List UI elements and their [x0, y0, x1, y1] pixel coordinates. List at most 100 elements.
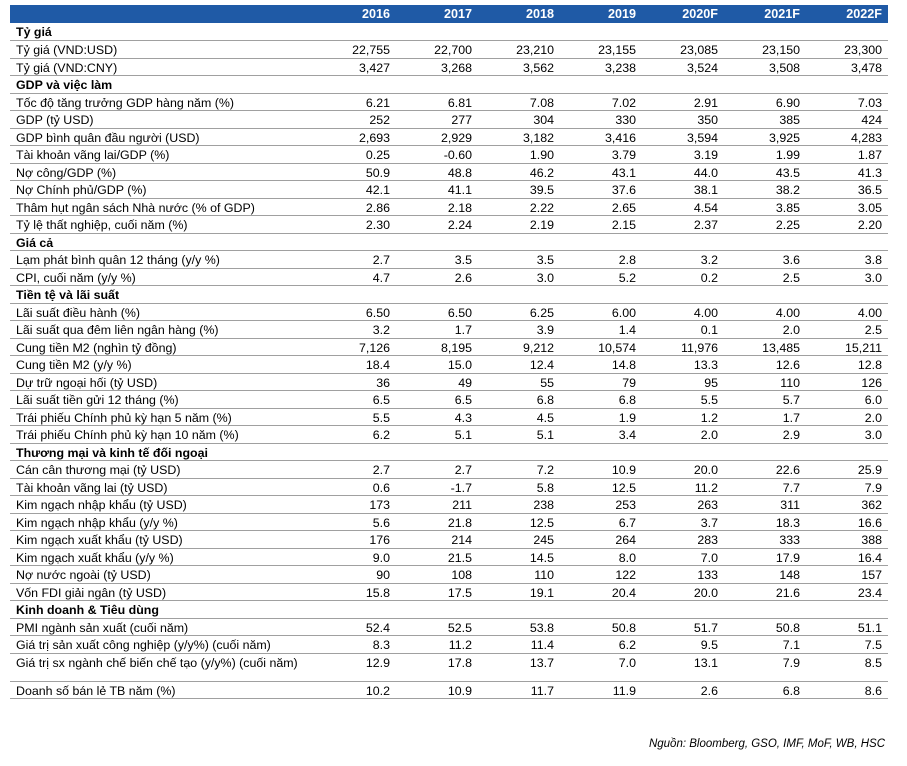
- year-header: 2018: [478, 5, 560, 23]
- value-cell: 3,238: [560, 58, 642, 76]
- value-cell: 12.9: [314, 653, 396, 682]
- row-label: Lạm phát bình quân 12 tháng (y/y %): [10, 250, 314, 269]
- value-cell: 388: [806, 530, 888, 549]
- value-cell: 1.4: [560, 320, 642, 339]
- value-cell: 14.8: [560, 355, 642, 374]
- value-cell: 6.2: [314, 425, 396, 444]
- table-row: Lãi suất tiền gửi 12 tháng (%) 6.5 6.5 6.8 6…: [10, 390, 888, 409]
- value-cell: 7.9: [806, 478, 888, 496]
- section-title: Tỷ giá: [10, 23, 888, 41]
- value-cell: 5.1: [396, 425, 478, 444]
- value-cell: 173: [314, 495, 396, 514]
- table-row: Giá trị sx ngành chế biến chế tạo (y/y%)…: [10, 653, 888, 682]
- row-label: Kim ngạch nhập khẩu (tỷ USD): [10, 495, 314, 514]
- macro-indicators-table: 2016 2017 2018 2019 2020F 2021F 2022F Tỷ…: [10, 5, 888, 699]
- table-row: Tài khoản vãng lai/GDP (%) 0.25 -0.60 1.90 3…: [10, 145, 888, 164]
- value-cell: 20.0: [642, 583, 724, 601]
- table-row: Cung tiền M2 (y/y %) 18.4 15.0 12.4 14.8 13.3…: [10, 355, 888, 374]
- row-label: GDP bình quân đầu người (USD): [10, 128, 314, 146]
- value-cell: 6.90: [724, 93, 806, 111]
- value-cell: 1.99: [724, 145, 806, 164]
- value-cell: 133: [642, 565, 724, 584]
- table-header: 2016 2017 2018 2019 2020F 2021F 2022F: [10, 5, 888, 23]
- value-cell: 6.2: [560, 635, 642, 654]
- value-cell: 6.81: [396, 93, 478, 111]
- year-header: 2020F: [642, 5, 724, 23]
- table-row: Kim ngạch nhập khẩu (tỷ USD) 173 211 238 253…: [10, 495, 888, 514]
- value-cell: 7.5: [806, 635, 888, 654]
- value-cell: 7.0: [560, 653, 642, 682]
- table-row: PMI ngành sản xuất (cuối năm) 52.4 52.5 53.…: [10, 618, 888, 636]
- value-cell: 8,195: [396, 338, 478, 356]
- value-cell: 238: [478, 495, 560, 514]
- value-cell: 52.5: [396, 618, 478, 636]
- value-cell: 157: [806, 565, 888, 584]
- value-cell: 2.6: [396, 268, 478, 286]
- value-cell: 9.5: [642, 635, 724, 654]
- value-cell: 176: [314, 530, 396, 549]
- value-cell: 6.0: [806, 390, 888, 409]
- value-cell: 3.4: [560, 425, 642, 444]
- section-title: GDP và việc làm: [10, 75, 888, 94]
- table-row: CPI, cuối năm (y/y %) 4.7 2.6 3.0 5.2 0.2 2.5 3…: [10, 268, 888, 286]
- value-cell: 7.9: [724, 653, 806, 682]
- year-header: 2019: [560, 5, 642, 23]
- value-cell: 15,211: [806, 338, 888, 356]
- value-cell: 4.00: [642, 303, 724, 321]
- value-cell: 3.05: [806, 198, 888, 216]
- value-cell: 38.2: [724, 180, 806, 199]
- row-label: Tài khoản vãng lai (tỷ USD): [10, 478, 314, 496]
- section-header-row: Giá cả: [10, 233, 888, 251]
- value-cell: 23,210: [478, 40, 560, 59]
- row-label: Dự trữ ngoại hối (tỷ USD): [10, 373, 314, 391]
- value-cell: 11.7: [478, 681, 560, 699]
- value-cell: 6.8: [724, 681, 806, 699]
- value-cell: 148: [724, 565, 806, 584]
- value-cell: 23,085: [642, 40, 724, 59]
- value-cell: 3,427: [314, 58, 396, 76]
- value-cell: 7.0: [642, 548, 724, 566]
- value-cell: 90: [314, 565, 396, 584]
- value-cell: 1.90: [478, 145, 560, 164]
- value-cell: 13.7: [478, 653, 560, 682]
- value-cell: 7.2: [478, 460, 560, 479]
- value-cell: 21.6: [724, 583, 806, 601]
- value-cell: 277: [396, 110, 478, 129]
- row-label: Trái phiếu Chính phủ kỳ hạn 5 năm (%): [10, 408, 314, 426]
- value-cell: 16.6: [806, 513, 888, 531]
- value-cell: 110: [478, 565, 560, 584]
- value-cell: 3.19: [642, 145, 724, 164]
- row-label: Vốn FDI giải ngân (tỷ USD): [10, 583, 314, 601]
- value-cell: 1.7: [396, 320, 478, 339]
- value-cell: 23,300: [806, 40, 888, 59]
- section-header-row: Tiền tệ và lãi suất: [10, 285, 888, 304]
- value-cell: 4.5: [478, 408, 560, 426]
- value-cell: 330: [560, 110, 642, 129]
- row-label: Cung tiền M2 (y/y %): [10, 355, 314, 374]
- section-header-row: GDP và việc làm: [10, 75, 888, 94]
- value-cell: 4.00: [724, 303, 806, 321]
- value-cell: 2.7: [314, 250, 396, 269]
- table-row: Lãi suất qua đêm liên ngân hàng (%) 3.2 1.…: [10, 320, 888, 339]
- value-cell: 55: [478, 373, 560, 391]
- value-cell: 18.4: [314, 355, 396, 374]
- value-cell: 3.8: [806, 250, 888, 269]
- value-cell: 12.5: [478, 513, 560, 531]
- value-cell: 5.2: [560, 268, 642, 286]
- row-label: Lãi suất qua đêm liên ngân hàng (%): [10, 320, 314, 339]
- value-cell: 1.87: [806, 145, 888, 164]
- value-cell: 3.6: [724, 250, 806, 269]
- value-cell: 51.7: [642, 618, 724, 636]
- header-label-cell: [10, 5, 314, 23]
- table-row: Tỷ lệ thất nghiệp, cuối năm (%) 2.30 2.24 2…: [10, 215, 888, 234]
- value-cell: 8.3: [314, 635, 396, 654]
- value-cell: 283: [642, 530, 724, 549]
- value-cell: 22.6: [724, 460, 806, 479]
- value-cell: 2.0: [724, 320, 806, 339]
- value-cell: 49: [396, 373, 478, 391]
- value-cell: 7.02: [560, 93, 642, 111]
- value-cell: 22,700: [396, 40, 478, 59]
- value-cell: 2.25: [724, 215, 806, 234]
- value-cell: 7,126: [314, 338, 396, 356]
- value-cell: 7.1: [724, 635, 806, 654]
